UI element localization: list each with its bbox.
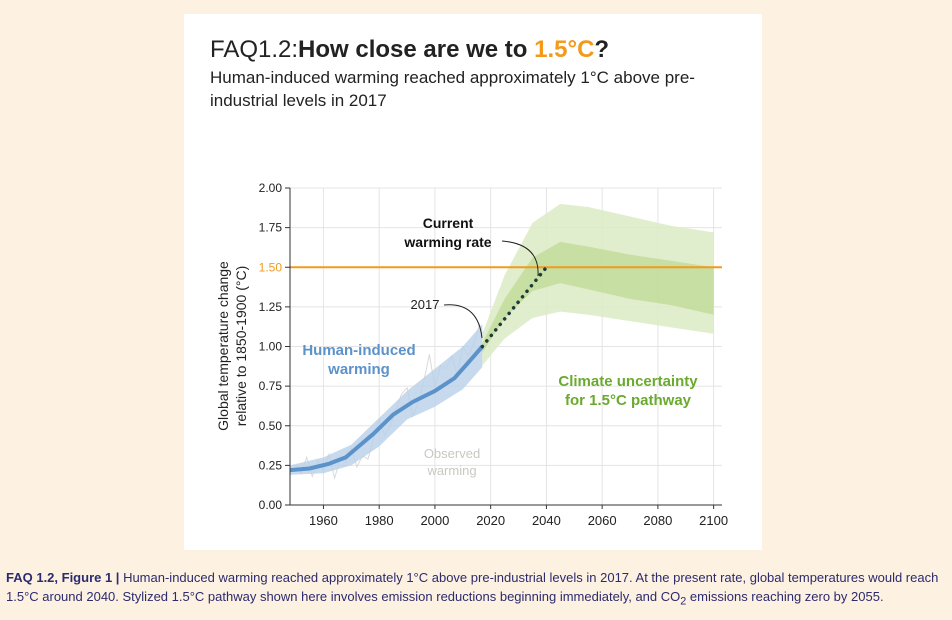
y-axis-label: Global temperature change relative to 185… <box>215 261 249 431</box>
current-rate-leader <box>501 240 539 277</box>
year-2017-leader <box>443 304 483 339</box>
x-tick-label: 2060 <box>588 513 617 528</box>
y-tick-label: 1.75 <box>259 221 283 235</box>
human-induced-line <box>289 345 484 473</box>
title-prefix: FAQ1.2: <box>210 36 299 63</box>
y-tick-label: 0.25 <box>259 458 283 472</box>
current-rate-label: Current <box>423 215 474 231</box>
title-question-end: ? <box>594 36 610 63</box>
y-tick-label: 1.00 <box>259 340 283 354</box>
caption-text-end: emissions reaching zero by 2055. <box>686 589 884 604</box>
human-induced-label: Human-induced <box>302 342 415 359</box>
y-tick-label: 1.25 <box>259 300 283 314</box>
y-tick-label: 0.75 <box>259 379 283 393</box>
caption-text: Human-induced warming reached approximat… <box>6 570 939 604</box>
y-axis-label-line2: relative to 1850-1900 (°C) <box>233 266 249 426</box>
x-tick-label: 2040 <box>532 513 561 528</box>
human-induced-band <box>290 324 483 475</box>
y-axis-label-line1: Global temperature change <box>215 261 231 431</box>
title-question: How close are we to <box>298 36 535 63</box>
caption-subscript: 2 <box>680 595 687 608</box>
x-tick-label: 2100 <box>699 513 728 528</box>
figure-subtitle: Human-induced warming reached approximat… <box>210 68 695 110</box>
observed-warming-label: Observed <box>424 446 480 461</box>
year-2017-label: 2017 <box>411 297 440 312</box>
y-tick-label: 2.00 <box>259 181 283 195</box>
y-tick-label: 1.50 <box>259 260 283 274</box>
y-tick-label: 0.00 <box>259 498 283 512</box>
x-tick-label: 1960 <box>309 513 338 528</box>
observed-warming-label-2: warming <box>426 463 476 478</box>
x-tick-label: 2080 <box>643 513 672 528</box>
title-highlight: 1.5°C <box>534 36 595 63</box>
uncertainty-label: Climate uncertainty <box>558 373 698 390</box>
x-tick-label: 2000 <box>420 513 449 528</box>
temperature-chart: 0.00 0.25 0.50 0.75 1.00 1.25 1.50 1.75 2.00 1960… <box>215 181 728 528</box>
projection-dotted-line <box>480 265 549 349</box>
current-rate-label-2: warming rate <box>403 234 491 250</box>
x-tick-label: 2020 <box>476 513 505 528</box>
caption-label: FAQ 1.2, Figure 1 | <box>6 570 120 585</box>
figure-title: FAQ1.2:How close are we to 1.5°C? <box>210 36 609 64</box>
human-induced-label-2: warming <box>327 361 390 378</box>
x-tick-label: 1980 <box>365 513 394 528</box>
y-tick-label: 0.50 <box>259 419 283 433</box>
uncertainty-label-2: for 1.5°C pathway <box>565 392 692 409</box>
uncertainty-inner-band <box>482 241 714 353</box>
figure-caption: FAQ 1.2, Figure 1 | Human-induced warmin… <box>6 568 946 612</box>
